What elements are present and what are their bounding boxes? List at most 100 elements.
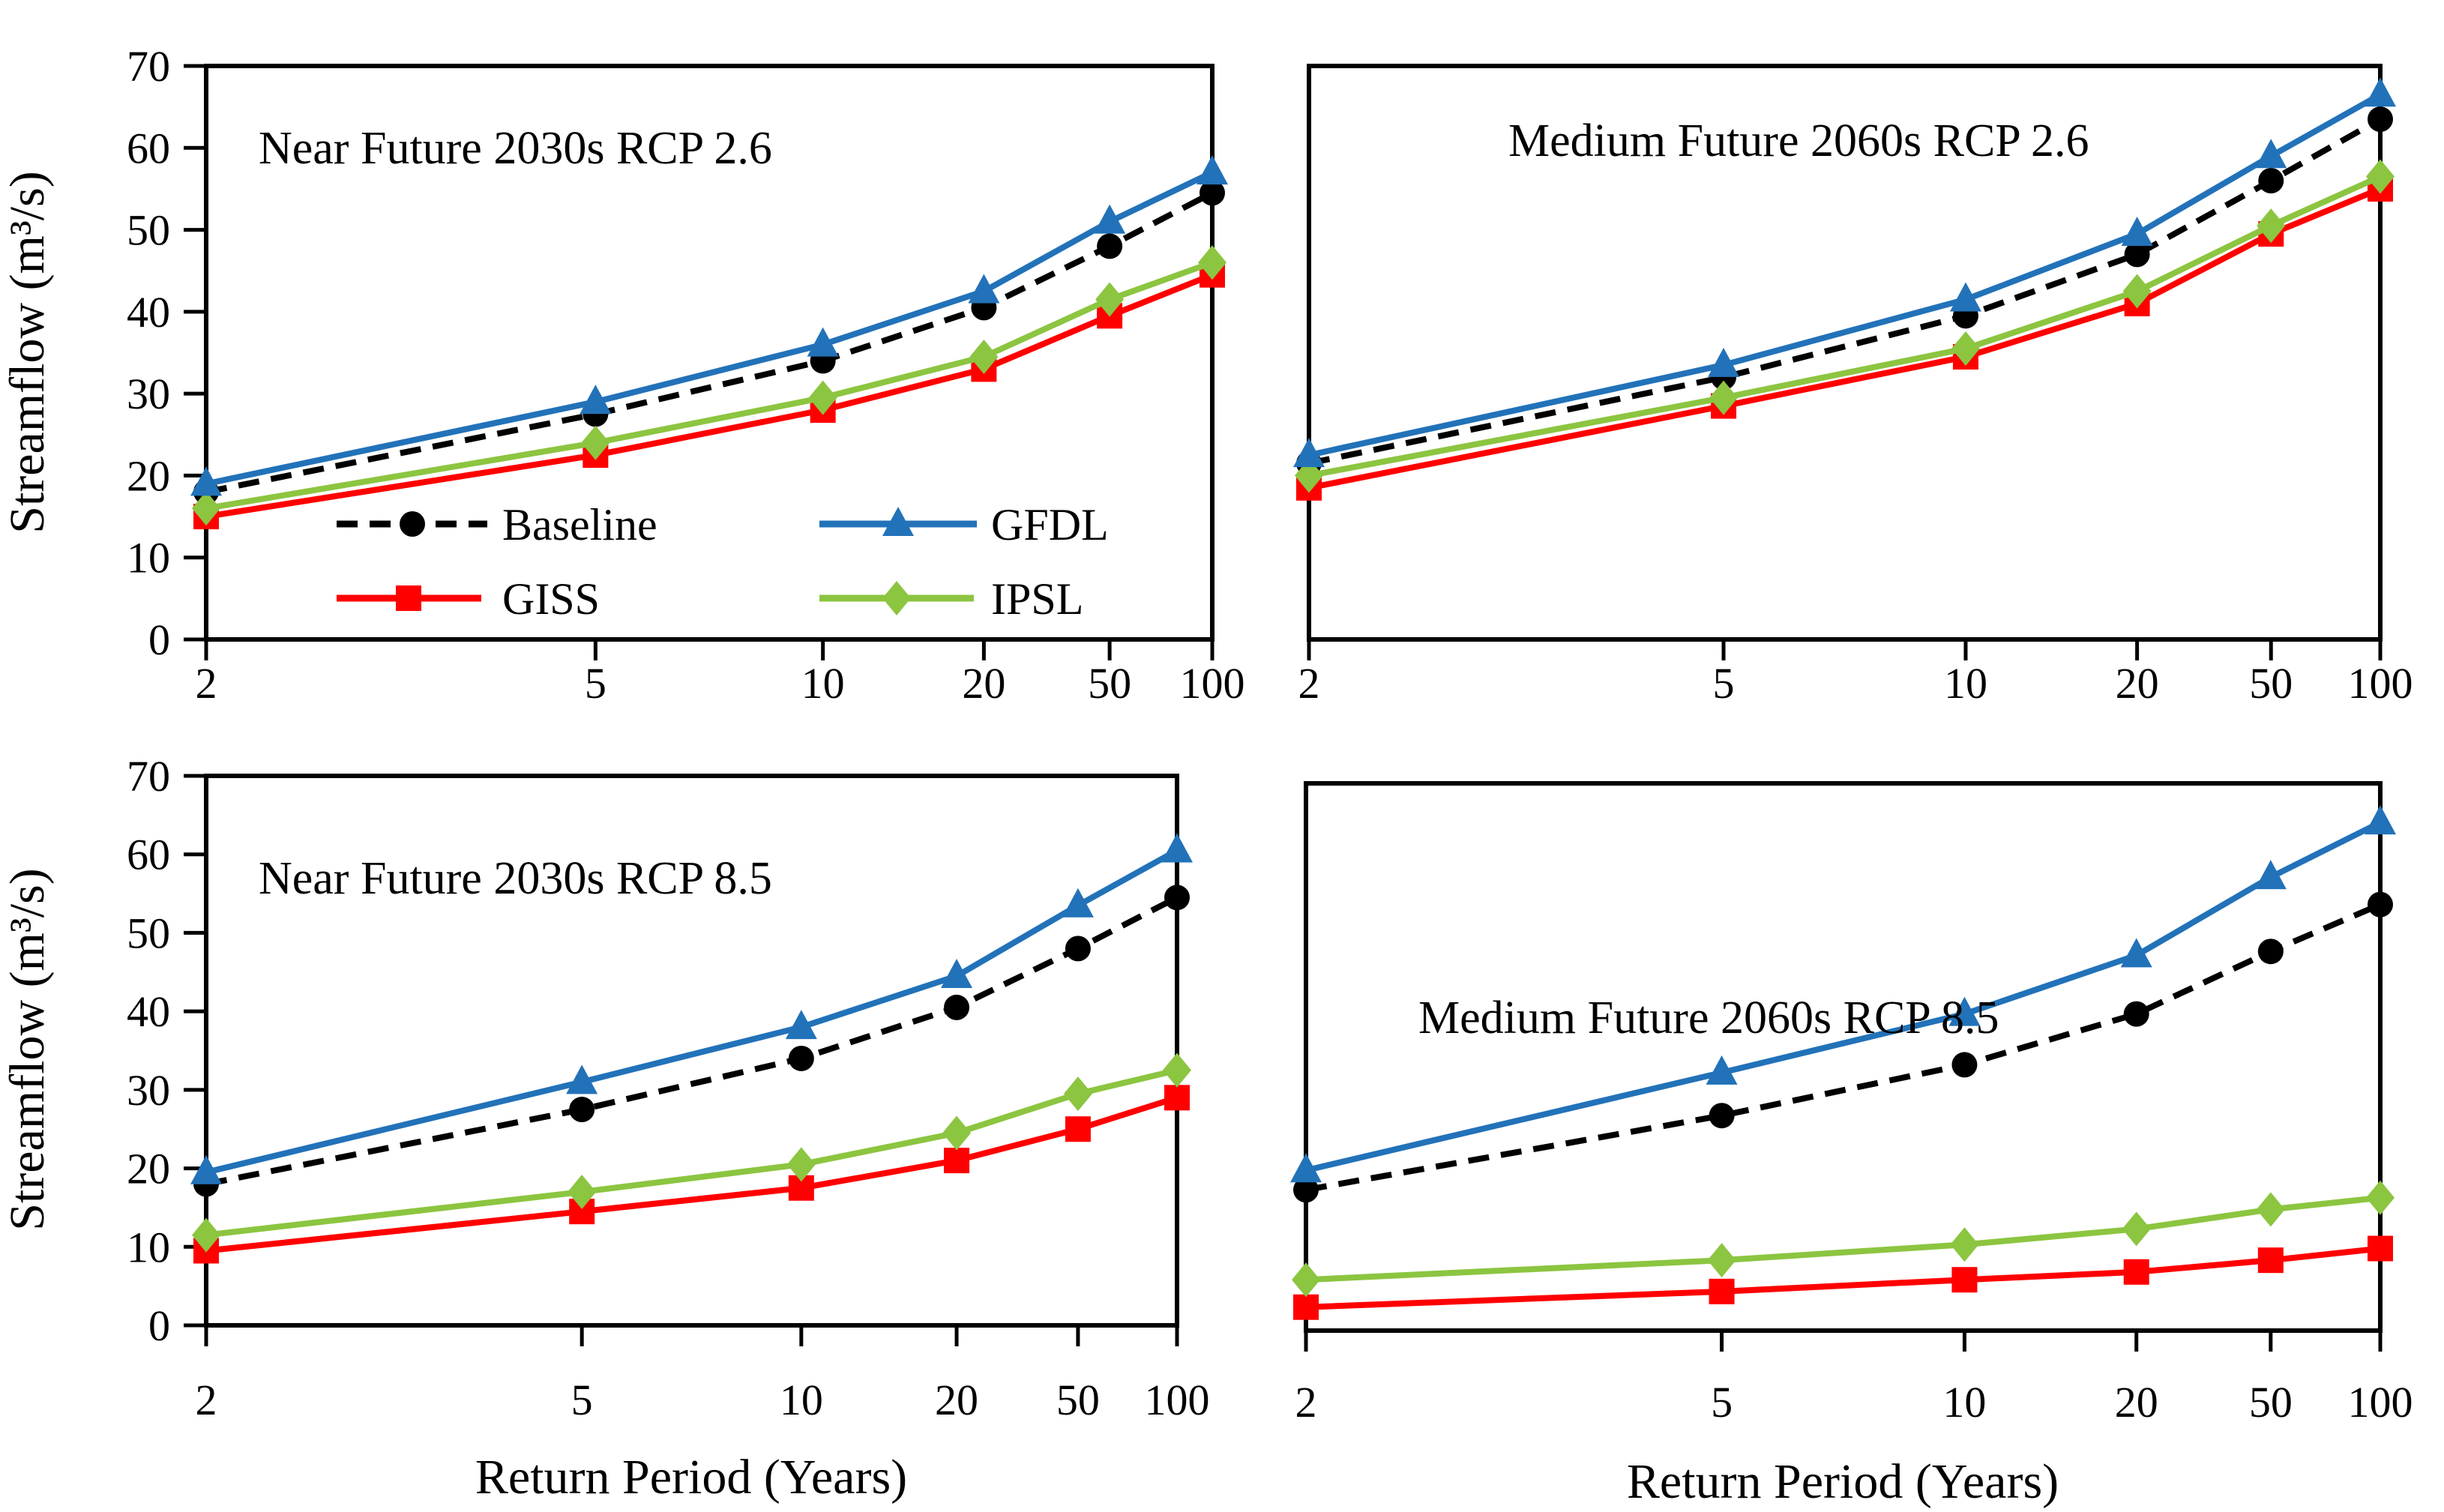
series-marker-ipsl: [568, 1174, 597, 1209]
y-tick-label: 20: [127, 1145, 170, 1193]
series-marker-baseline: [1097, 233, 1123, 259]
series-marker-ipsl: [1095, 282, 1125, 317]
x-tick-label: 5: [585, 659, 607, 708]
series-marker-baseline: [1709, 1103, 1735, 1129]
series-marker-baseline: [2257, 939, 2284, 965]
series-marker-baseline: [944, 994, 970, 1020]
y-tick-label: 50: [127, 206, 170, 255]
x-tick-label: 20: [962, 659, 1005, 708]
y-tick-label: 30: [127, 1066, 170, 1115]
series-marker-gfdl: [968, 274, 1000, 304]
series-marker-baseline: [2368, 891, 2393, 918]
series-line-giss: [205, 271, 1214, 520]
x-tick-label: 50: [2249, 1378, 2293, 1427]
legend-label: GISS: [502, 574, 600, 624]
series-marker-baseline: [2123, 1001, 2149, 1027]
panel-title: Medium Future 2060s RCP 8.5: [1418, 993, 1999, 1043]
y-axis-title: Streamflow (m³/s): [0, 171, 55, 534]
series-marker-baseline: [1951, 1052, 1978, 1078]
series-marker-gfdl: [2255, 139, 2287, 169]
series-marker-ipsl: [2366, 1180, 2395, 1215]
series-marker-ipsl: [1709, 380, 1739, 415]
series-marker-gfdl: [2365, 77, 2396, 107]
series-marker-gfdl: [190, 466, 222, 496]
series-marker-giss: [2257, 1247, 2284, 1274]
series-marker-giss: [2368, 1235, 2393, 1262]
legend-item-giss: GISS: [337, 574, 600, 624]
series-marker-gfdl: [190, 1154, 222, 1184]
series-marker-gfdl: [1948, 996, 1981, 1026]
series-marker-giss: [1293, 1294, 1319, 1320]
series-marker-gfdl: [807, 327, 839, 357]
x-tick-label: 2: [196, 659, 217, 708]
y-tick-label: 70: [127, 42, 170, 91]
series-marker-gfdl: [1706, 1055, 1738, 1085]
legend-marker-giss: [396, 585, 421, 611]
series-line-baseline: [1305, 901, 2382, 1193]
series-marker-ipsl: [2366, 159, 2395, 194]
y-tick-label: 0: [148, 1301, 170, 1350]
legend-label: Baseline: [502, 500, 657, 549]
series-marker-giss: [2123, 1259, 2149, 1285]
x-tick-label: 20: [935, 1376, 978, 1424]
plot-border: [204, 774, 1179, 1328]
series-marker-ipsl: [581, 425, 610, 460]
series-marker-ipsl: [1950, 1227, 1979, 1262]
series-marker-ipsl: [2256, 1192, 2285, 1227]
series-line-giss: [1305, 1245, 2381, 1310]
y-tick-label: 50: [127, 909, 170, 957]
x-tick-label: 2: [196, 1376, 217, 1424]
series-marker-gfdl: [1197, 155, 1228, 185]
series-marker-ipsl: [2122, 1211, 2151, 1247]
chart-panel-4: 2 5 10 20 50 100 Medium Future 2060s RCP 8.5: [1290, 781, 2413, 1427]
series-marker-gfdl: [1290, 1153, 1322, 1183]
series-marker-ipsl: [2257, 208, 2286, 244]
x-tick-label: 5: [571, 1376, 593, 1424]
series-line-ipsl: [205, 259, 1214, 512]
series-line-ipsl: [1305, 1194, 2381, 1283]
chart-panel-1: 2 5 10 20 50 100 0 10 20 30 40 50 60 70 Near Future 20…: [127, 42, 1245, 708]
legend-item-baseline: Baseline: [337, 500, 657, 549]
panel-title: Near Future 2030s RCP 8.5: [259, 853, 772, 904]
series-marker-gfdl: [941, 959, 973, 989]
series-marker-baseline: [1293, 1177, 1319, 1203]
series-marker-ipsl: [1063, 1076, 1092, 1112]
y-tick-label: 0: [148, 615, 170, 664]
y-tick-label: 10: [127, 1223, 170, 1271]
panel-title: Near Future 2030s RCP 2.6: [259, 123, 772, 174]
series-marker-baseline: [2124, 241, 2150, 268]
series-marker-ipsl: [969, 339, 999, 374]
legend-marker-gfdl: [882, 507, 914, 536]
x-tick-label: 2: [1298, 659, 1320, 708]
legend-item-ipsl: IPSL: [819, 574, 1083, 624]
x-tick-label: 20: [2115, 1378, 2158, 1427]
series-marker-baseline: [1164, 885, 1190, 911]
series-line-baseline: [205, 190, 1214, 496]
x-tick-label: 10: [1944, 659, 1987, 708]
legend-label: IPSL: [991, 574, 1083, 624]
series-marker-gfdl: [2365, 805, 2396, 835]
y-tick-label: 60: [127, 831, 170, 879]
x-tick-label: 100: [2348, 659, 2413, 708]
y-tick-label: 70: [127, 752, 170, 801]
y-axis-title: Streamflow (m³/s): [0, 868, 55, 1231]
x-tick-label: 10: [1942, 1378, 1986, 1427]
series-marker-gfdl: [785, 1010, 817, 1040]
series-line-baseline: [205, 894, 1179, 1187]
series-line-gfdl: [1308, 91, 2382, 459]
x-tick-label: 10: [780, 1376, 823, 1424]
series-marker-ipsl: [786, 1147, 816, 1182]
x-tick-label: 10: [801, 659, 845, 708]
series-marker-baseline: [569, 1097, 595, 1123]
series-marker-giss: [1709, 1278, 1735, 1304]
x-tick-label: 2: [1295, 1378, 1317, 1427]
x-tick-label: 5: [1713, 659, 1735, 708]
x-axis-title: Return Period (Years): [1627, 1454, 2059, 1508]
x-tick-label: 50: [1088, 659, 1131, 708]
series-marker-gfdl: [580, 385, 612, 415]
x-tick-label: 20: [2116, 659, 2159, 708]
series-marker-gfdl: [1708, 347, 1740, 377]
series-marker-baseline: [788, 1045, 814, 1071]
